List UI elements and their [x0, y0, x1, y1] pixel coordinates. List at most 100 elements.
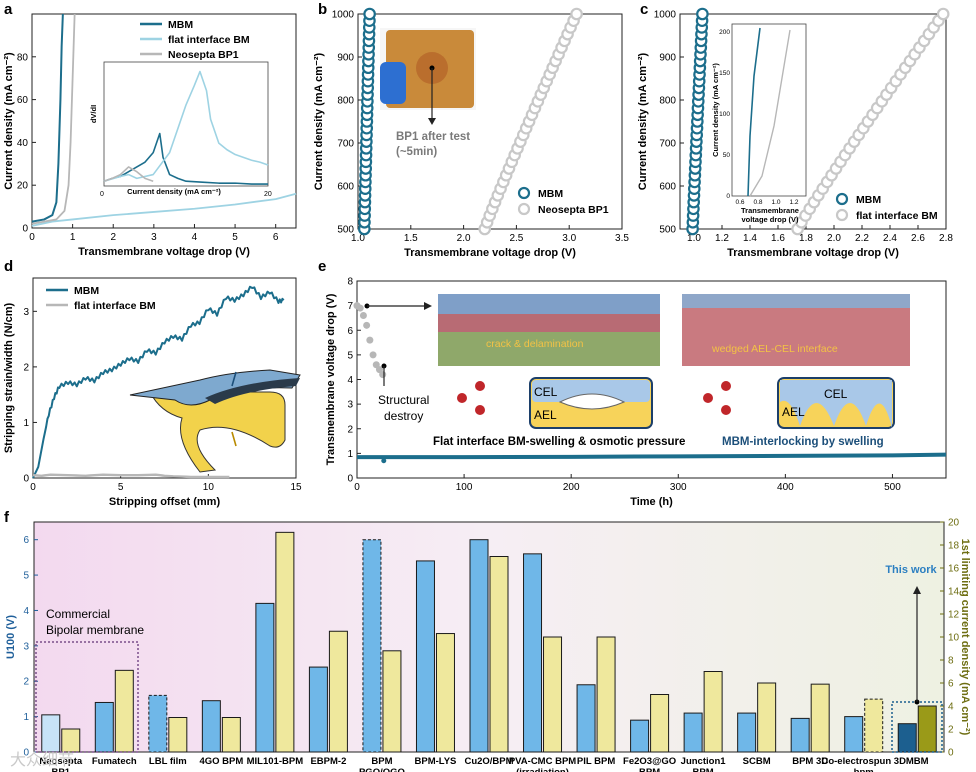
inset-y-tick-label: 100 [719, 111, 730, 118]
bar-u100 [255, 602, 275, 753]
category-label: Fumatech [92, 756, 137, 767]
annotation-arrowhead [428, 118, 436, 125]
inset-y-tick-label: 0 [726, 193, 730, 200]
bar-current-density [703, 671, 723, 753]
y-axis-title: Transmembrane voltage drop (V) [325, 293, 337, 465]
scatter-point-bp1 [363, 321, 371, 329]
bar-current-density [275, 531, 295, 753]
peel-arrow-up [231, 371, 237, 387]
schematic-cel-label: CEL [534, 385, 558, 399]
x-tick-label: 1.4 [743, 233, 757, 244]
scatter-point-mbm-outlier [381, 458, 387, 464]
x-tick-label: 2.6 [911, 233, 925, 244]
category-label: Fe2O3@GO [623, 756, 676, 767]
category-label: BPM 3D [792, 756, 828, 767]
y-tick-label: 6 [347, 326, 353, 337]
y-tick-label: 3 [347, 400, 353, 411]
y-tick-label: 2 [347, 424, 353, 435]
y-tick-label: 1 [23, 712, 29, 723]
y2-tick-label: 16 [948, 564, 960, 575]
y-tick-label: 1 [347, 449, 353, 460]
y2-tick-label: 2 [948, 725, 954, 736]
bar-u100 [308, 666, 328, 753]
panel-letter: c [640, 1, 648, 18]
series-line-flat-interface-bm [31, 192, 297, 227]
x-tick-label: 100 [456, 482, 473, 493]
water-molecule-icon [457, 393, 467, 403]
this-work-label: This work [885, 564, 937, 576]
peel-arrow-down [231, 431, 237, 447]
y-axis-title: Current density (mA cm⁻²) [637, 52, 649, 190]
panel-letter: b [318, 1, 327, 18]
annotation-text-line1: BP1 after test [396, 131, 470, 143]
bar-current-density [168, 717, 188, 753]
bar-current-density [596, 636, 616, 753]
y-tick-label: 1 [23, 418, 29, 429]
x-tick-label: 1.8 [799, 233, 813, 244]
series-line-flat-interface-bm [32, 473, 230, 479]
scatter-point-flat-bm [936, 7, 950, 21]
x-tick-label: 5 [118, 482, 124, 493]
x-tick-label: 2.8 [939, 233, 953, 244]
commercial-label-line2: Bipolar membrane [46, 623, 144, 637]
x-tick-label: 300 [670, 482, 687, 493]
bar-current-density [917, 705, 937, 753]
x-tick-label: 3.0 [562, 233, 576, 244]
x-tick-label: 200 [563, 482, 580, 493]
x-tick-label: 4 [192, 232, 198, 243]
x-tick-label: 0 [30, 482, 36, 493]
x-tick-label: 1.0 [687, 233, 701, 244]
inset-series-mbm [747, 27, 761, 197]
inset-x-axis-title-line2: voltage drop (V) [741, 215, 799, 224]
x-tick-label: 0 [354, 482, 360, 493]
peel-illustration-dark [205, 378, 300, 404]
sem-image-crack-middle [438, 314, 660, 332]
y-tick-label: 2 [23, 677, 29, 688]
x-axis-title: Transmembrane voltage drop (V) [404, 247, 576, 259]
bar-u100 [630, 719, 650, 753]
y-tick-label: 5 [23, 571, 29, 582]
sem-image-crack-top [438, 294, 660, 314]
bar-u100 [415, 560, 435, 753]
legend-marker [517, 202, 531, 216]
y2-tick-label: 6 [948, 679, 954, 690]
category-label: MBM [906, 756, 929, 767]
annotation-arrowhead [913, 586, 921, 594]
y2-tick-label: 4 [948, 702, 954, 713]
x-tick-label: 10 [203, 482, 215, 493]
category-label: Neosepta [39, 756, 82, 767]
category-label: BPM [693, 767, 714, 772]
y-tick-label: 800 [659, 96, 676, 107]
bar-u100 [148, 694, 168, 753]
y-tick-label: 4 [347, 375, 353, 386]
bar-u100 [844, 716, 864, 753]
bar-u100 [737, 712, 757, 753]
y2-tick-label: 20 [948, 518, 960, 529]
legend-marker [517, 186, 531, 200]
y-axis-title: Current density (mA cm⁻²) [313, 52, 325, 190]
y-tick-label: 40 [17, 138, 29, 149]
inset-x-axis-title-line1: Transmembrane [741, 206, 799, 215]
x-tick-label: 2.2 [855, 233, 869, 244]
category-label: EBPM-2 [310, 756, 346, 767]
y2-tick-label: 0 [948, 748, 954, 759]
panel-letter: a [4, 1, 13, 18]
y-tick-label: 0 [23, 474, 29, 485]
x-axis-title: Stripping offset (mm) [109, 496, 221, 508]
y-tick-label: 80 [17, 52, 29, 63]
x-axis-title: Transmembrane voltage drop (V) [78, 246, 250, 258]
legend-label: MBM [168, 19, 193, 31]
schematic-ael-label-2: AEL [782, 405, 805, 419]
y-tick-label: 2 [23, 362, 29, 373]
x-tick-label: 400 [777, 482, 794, 493]
photo-blue-object [380, 62, 406, 104]
bar-u100 [41, 714, 61, 753]
y-tick-label: 8 [347, 277, 353, 288]
bar-u100 [469, 539, 489, 753]
y-tick-label: 60 [17, 95, 29, 106]
sem-label-crack: crack & delamination [486, 338, 584, 350]
series-line-mbm [31, 13, 64, 223]
legend-label: MBM [74, 285, 99, 297]
